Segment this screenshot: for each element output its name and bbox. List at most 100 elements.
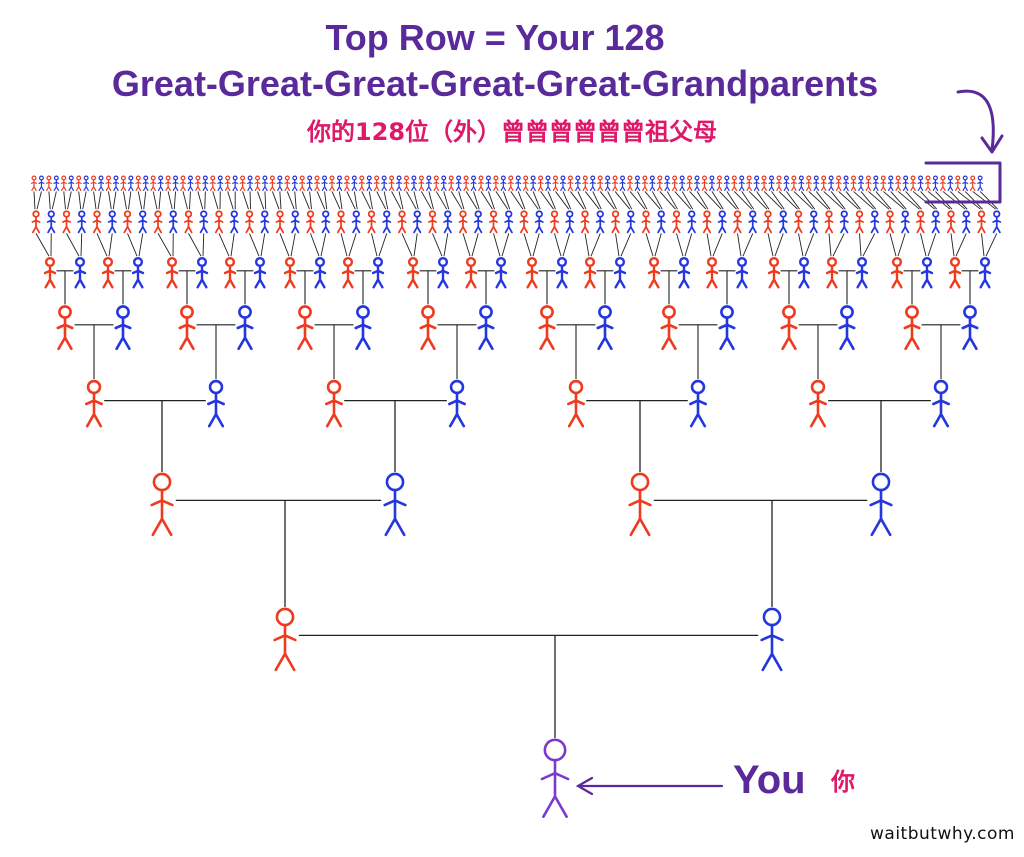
ancestor-figure [313,256,327,289]
top-row-ancestor [872,175,879,192]
ancestor-figure [306,210,315,234]
ancestor-figure [595,210,605,234]
ancestor-figure [290,210,300,234]
top-row-ancestor [723,175,730,192]
top-row-ancestor [306,175,313,192]
ancestor-figure [647,256,661,289]
top-row-ancestor [343,175,350,192]
top-row-ancestor [567,175,574,192]
top-row-ancestor [403,175,410,192]
top-row-ancestor [790,175,797,192]
ancestor-figure [367,210,376,234]
ancestor-figure [628,472,652,537]
top-row-ancestor [261,175,268,192]
ancestor-figure [382,210,392,234]
ancestor-figure [961,305,979,351]
top-row-ancestor [850,175,857,192]
top-row-ancestor [232,175,239,192]
ancestor-figure [214,210,224,234]
top-row-ancestor [775,175,783,192]
ancestor-figure [977,210,986,234]
ancestor-figure [702,210,712,234]
top-row-ancestor [559,175,566,192]
ancestor-figure [73,256,87,289]
ancestor-figure [718,305,736,351]
top-row-ancestor [671,175,678,192]
ancestor-figure [613,256,627,289]
top-row-ancestor [455,175,462,192]
ancestor-figure [687,210,697,234]
top-row-ancestor [68,175,75,192]
ancestor-figure [916,210,925,234]
top-row-ancestor [686,175,693,192]
ancestor-figure [336,210,346,234]
top-row-ancestor [105,175,112,192]
ancestor-figure [735,256,749,289]
top-row-ancestor [939,175,946,192]
top-row-ancestor [336,175,343,192]
ancestor-figure [153,210,163,234]
top-row-ancestor [865,175,872,192]
top-row-ancestor [694,175,701,192]
ancestor-figure [932,379,950,428]
top-row-ancestor [626,175,634,192]
you-label-chinese: 你 [831,768,855,796]
ancestor-figure [150,472,174,537]
ancestor-figure [565,210,575,234]
top-row-ancestor [835,175,842,192]
top-row-ancestor [179,175,187,192]
ancestor-figure [494,256,508,289]
top-row-ancestor [418,175,425,192]
top-row-ancestor [597,175,604,192]
top-row-ancestor [574,175,581,192]
ancestor-figure [397,210,407,234]
top-row-ancestor [328,175,336,192]
top-row-ancestor [254,175,261,192]
top-row-ancestor [53,175,60,192]
ancestor-figure [760,607,784,672]
ancestor-figure [855,210,864,234]
ancestor-figure [184,210,193,234]
top-row-ancestor [679,175,686,192]
top-row-ancestor [895,175,902,192]
top-row-ancestor [902,175,909,192]
top-row-ancestor [410,175,417,192]
top-row-ancestor [820,175,827,192]
ancestor-figure [383,472,407,537]
top-row-ancestor [701,175,708,192]
top-row-ancestor [351,175,358,192]
ancestor-figure [489,210,498,234]
top-row-ancestor [381,175,388,192]
ancestor-figure [689,379,707,428]
top-row-ancestor [98,175,105,192]
top-row-ancestor [485,175,492,192]
ancestor-figure [767,256,781,289]
top-row-ancestor [798,175,805,192]
ancestor-figure [321,210,331,234]
top-row-ancestor [276,175,283,192]
ancestor-figure [948,256,962,289]
ancestor-figure [101,256,115,289]
top-row-ancestor [314,175,321,192]
ancestor-figure [412,210,422,234]
top-row-ancestor [75,175,82,192]
ancestor-figure [92,210,102,234]
ancestor-figure [56,305,74,351]
ancestor-figure [443,210,453,234]
top-row-ancestor [813,175,820,192]
top-row-ancestor [619,175,626,192]
top-row-ancestor [522,175,529,192]
top-row-ancestor [440,175,447,192]
ancestor-figure [778,210,788,234]
top-row-ancestor [224,175,231,192]
ancestor-figure [567,379,585,428]
top-row-ancestor [239,175,246,192]
ancestor-figure [419,305,437,351]
ancestor-figure [611,210,620,234]
top-row-callout [575,89,1004,796]
top-row-ancestor [969,175,976,192]
ancestor-figure [580,210,590,234]
ancestor-figure [354,305,372,351]
top-row-ancestor [738,175,745,192]
